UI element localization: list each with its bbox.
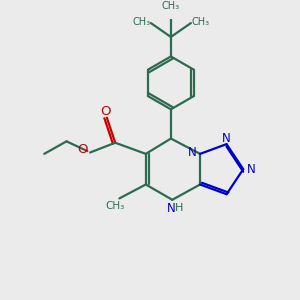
Text: CH₃: CH₃ xyxy=(192,17,210,28)
Text: CH₃: CH₃ xyxy=(106,201,125,211)
Text: N: N xyxy=(247,163,255,176)
Text: O: O xyxy=(77,142,88,156)
Text: N: N xyxy=(167,202,175,214)
Text: N: N xyxy=(222,132,231,145)
Text: N: N xyxy=(188,146,197,159)
Text: CH₃: CH₃ xyxy=(132,17,150,28)
Text: O: O xyxy=(100,105,111,118)
Text: CH₃: CH₃ xyxy=(162,1,180,10)
Text: H: H xyxy=(175,203,183,213)
